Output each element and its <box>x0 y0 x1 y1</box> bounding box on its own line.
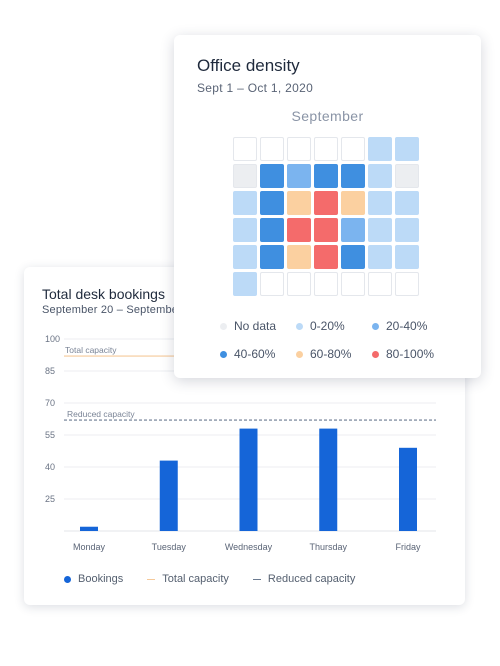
legend-reduced-capacity-swatch <box>252 578 261 580</box>
heatmap-cell <box>368 164 392 188</box>
heatmap-cell <box>341 137 365 161</box>
heatmap-cell <box>341 272 365 296</box>
heatmap-cell <box>287 191 311 215</box>
bar-monday <box>80 526 98 531</box>
heatmap-cell <box>395 218 419 242</box>
x-tick-label: Wednesday <box>225 542 273 552</box>
legend-no_data-label: No data <box>234 319 277 333</box>
heatmap-cell <box>395 137 419 161</box>
legend-d20_40-swatch <box>372 322 379 330</box>
density-heatmap <box>233 137 419 296</box>
heatmap-cell <box>368 191 392 215</box>
legend-d0_20-label: 0-20% <box>310 319 345 333</box>
heatmap-cell <box>395 164 419 188</box>
legend-d80_100-swatch <box>372 350 379 358</box>
legend-total-capacity-label: Total capacity <box>162 573 229 585</box>
heatmap-cell <box>260 245 284 269</box>
legend-d40_60-swatch <box>220 350 227 358</box>
legend-d40_60: 40-60% <box>220 347 296 361</box>
heatmap-cell <box>287 137 311 161</box>
bookings-subtitle: September 20 – September 26 <box>42 304 198 316</box>
legend-no_data-swatch <box>220 322 227 330</box>
legend-d20_40: 20-40% <box>372 319 462 333</box>
y-tick-label: 70 <box>45 398 55 408</box>
heatmap-cell <box>368 272 392 296</box>
x-tick-label: Monday <box>73 542 106 552</box>
heatmap-cell <box>233 137 257 161</box>
legend-d0_20: 0-20% <box>296 319 372 333</box>
heatmap-cell <box>395 245 419 269</box>
heatmap-cell <box>368 137 392 161</box>
x-tick-label: Thursday <box>309 542 347 552</box>
bookings-title: Total desk bookings <box>42 286 165 302</box>
heatmap-cell <box>341 164 365 188</box>
bookings-legend: Bookings Total capacity Reduced capacity <box>64 573 355 585</box>
heatmap-cell <box>287 245 311 269</box>
heatmap-cell <box>233 245 257 269</box>
x-tick-label: Tuesday <box>152 542 187 552</box>
legend-d60_80-label: 60-80% <box>310 347 352 361</box>
heatmap-cell <box>341 218 365 242</box>
heatmap-cell <box>260 137 284 161</box>
heatmap-cell <box>341 245 365 269</box>
y-tick-label: 55 <box>45 430 55 440</box>
heatmap-cell <box>260 191 284 215</box>
legend-d20_40-label: 20-40% <box>386 319 428 333</box>
heatmap-cell <box>260 218 284 242</box>
heatmap-cell <box>314 137 338 161</box>
heatmap-cell <box>287 218 311 242</box>
bar-wednesday <box>239 428 258 531</box>
heatmap-cell <box>341 191 365 215</box>
y-tick-label: 25 <box>45 494 55 504</box>
heatmap-cell <box>233 272 257 296</box>
heatmap-cell <box>233 218 257 242</box>
density-legend: No data 0-20% 20-40% 40-60% 60-80% 80-100% <box>220 319 462 361</box>
legend-d60_80-swatch <box>296 350 303 358</box>
legend-total-capacity: Total capacity <box>147 573 229 585</box>
legend-bookings-swatch <box>64 575 71 583</box>
bar-friday <box>399 447 417 531</box>
y-tick-label: 40 <box>45 462 55 472</box>
y-tick-label: 85 <box>45 366 55 376</box>
density-card: Office density Sept 1 – Oct 1, 2020 Sept… <box>174 35 481 378</box>
heatmap-cell <box>314 245 338 269</box>
heatmap-cell <box>233 164 257 188</box>
heatmap-cell <box>287 272 311 296</box>
heatmap-cell <box>233 191 257 215</box>
heatmap-cell <box>260 272 284 296</box>
legend-d80_100-label: 80-100% <box>386 347 435 361</box>
bar-thursday <box>319 428 338 531</box>
legend-d60_80: 60-80% <box>296 347 372 361</box>
density-month: September <box>291 108 364 124</box>
heatmap-cell <box>395 272 419 296</box>
bar-tuesday <box>159 460 178 531</box>
legend-total-capacity-swatch <box>147 578 156 580</box>
legend-no_data: No data <box>220 319 296 333</box>
heatmap-cell <box>395 191 419 215</box>
legend-d80_100: 80-100% <box>372 347 462 361</box>
legend-reduced-capacity: Reduced capacity <box>252 573 356 585</box>
heatmap-cell <box>314 272 338 296</box>
legend-bookings-label: Bookings <box>78 573 124 585</box>
heatmap-cell <box>314 191 338 215</box>
total-capacity-label: Total capacity <box>65 345 117 355</box>
legend-d40_60-label: 40-60% <box>234 347 276 361</box>
heatmap-cell <box>260 164 284 188</box>
y-tick-label: 100 <box>45 334 60 344</box>
heatmap-cell <box>314 218 338 242</box>
heatmap-cell <box>314 164 338 188</box>
heatmap-cell <box>368 218 392 242</box>
legend-d0_20-swatch <box>296 322 303 330</box>
x-tick-label: Friday <box>395 542 421 552</box>
reduced-capacity-label: Reduced capacity <box>67 409 135 419</box>
density-title: Office density <box>197 56 300 75</box>
legend-reduced-capacity-label: Reduced capacity <box>267 573 356 585</box>
legend-bookings: Bookings <box>64 573 123 585</box>
heatmap-cell <box>287 164 311 188</box>
heatmap-cell <box>368 245 392 269</box>
density-subtitle: Sept 1 – Oct 1, 2020 <box>197 81 314 95</box>
